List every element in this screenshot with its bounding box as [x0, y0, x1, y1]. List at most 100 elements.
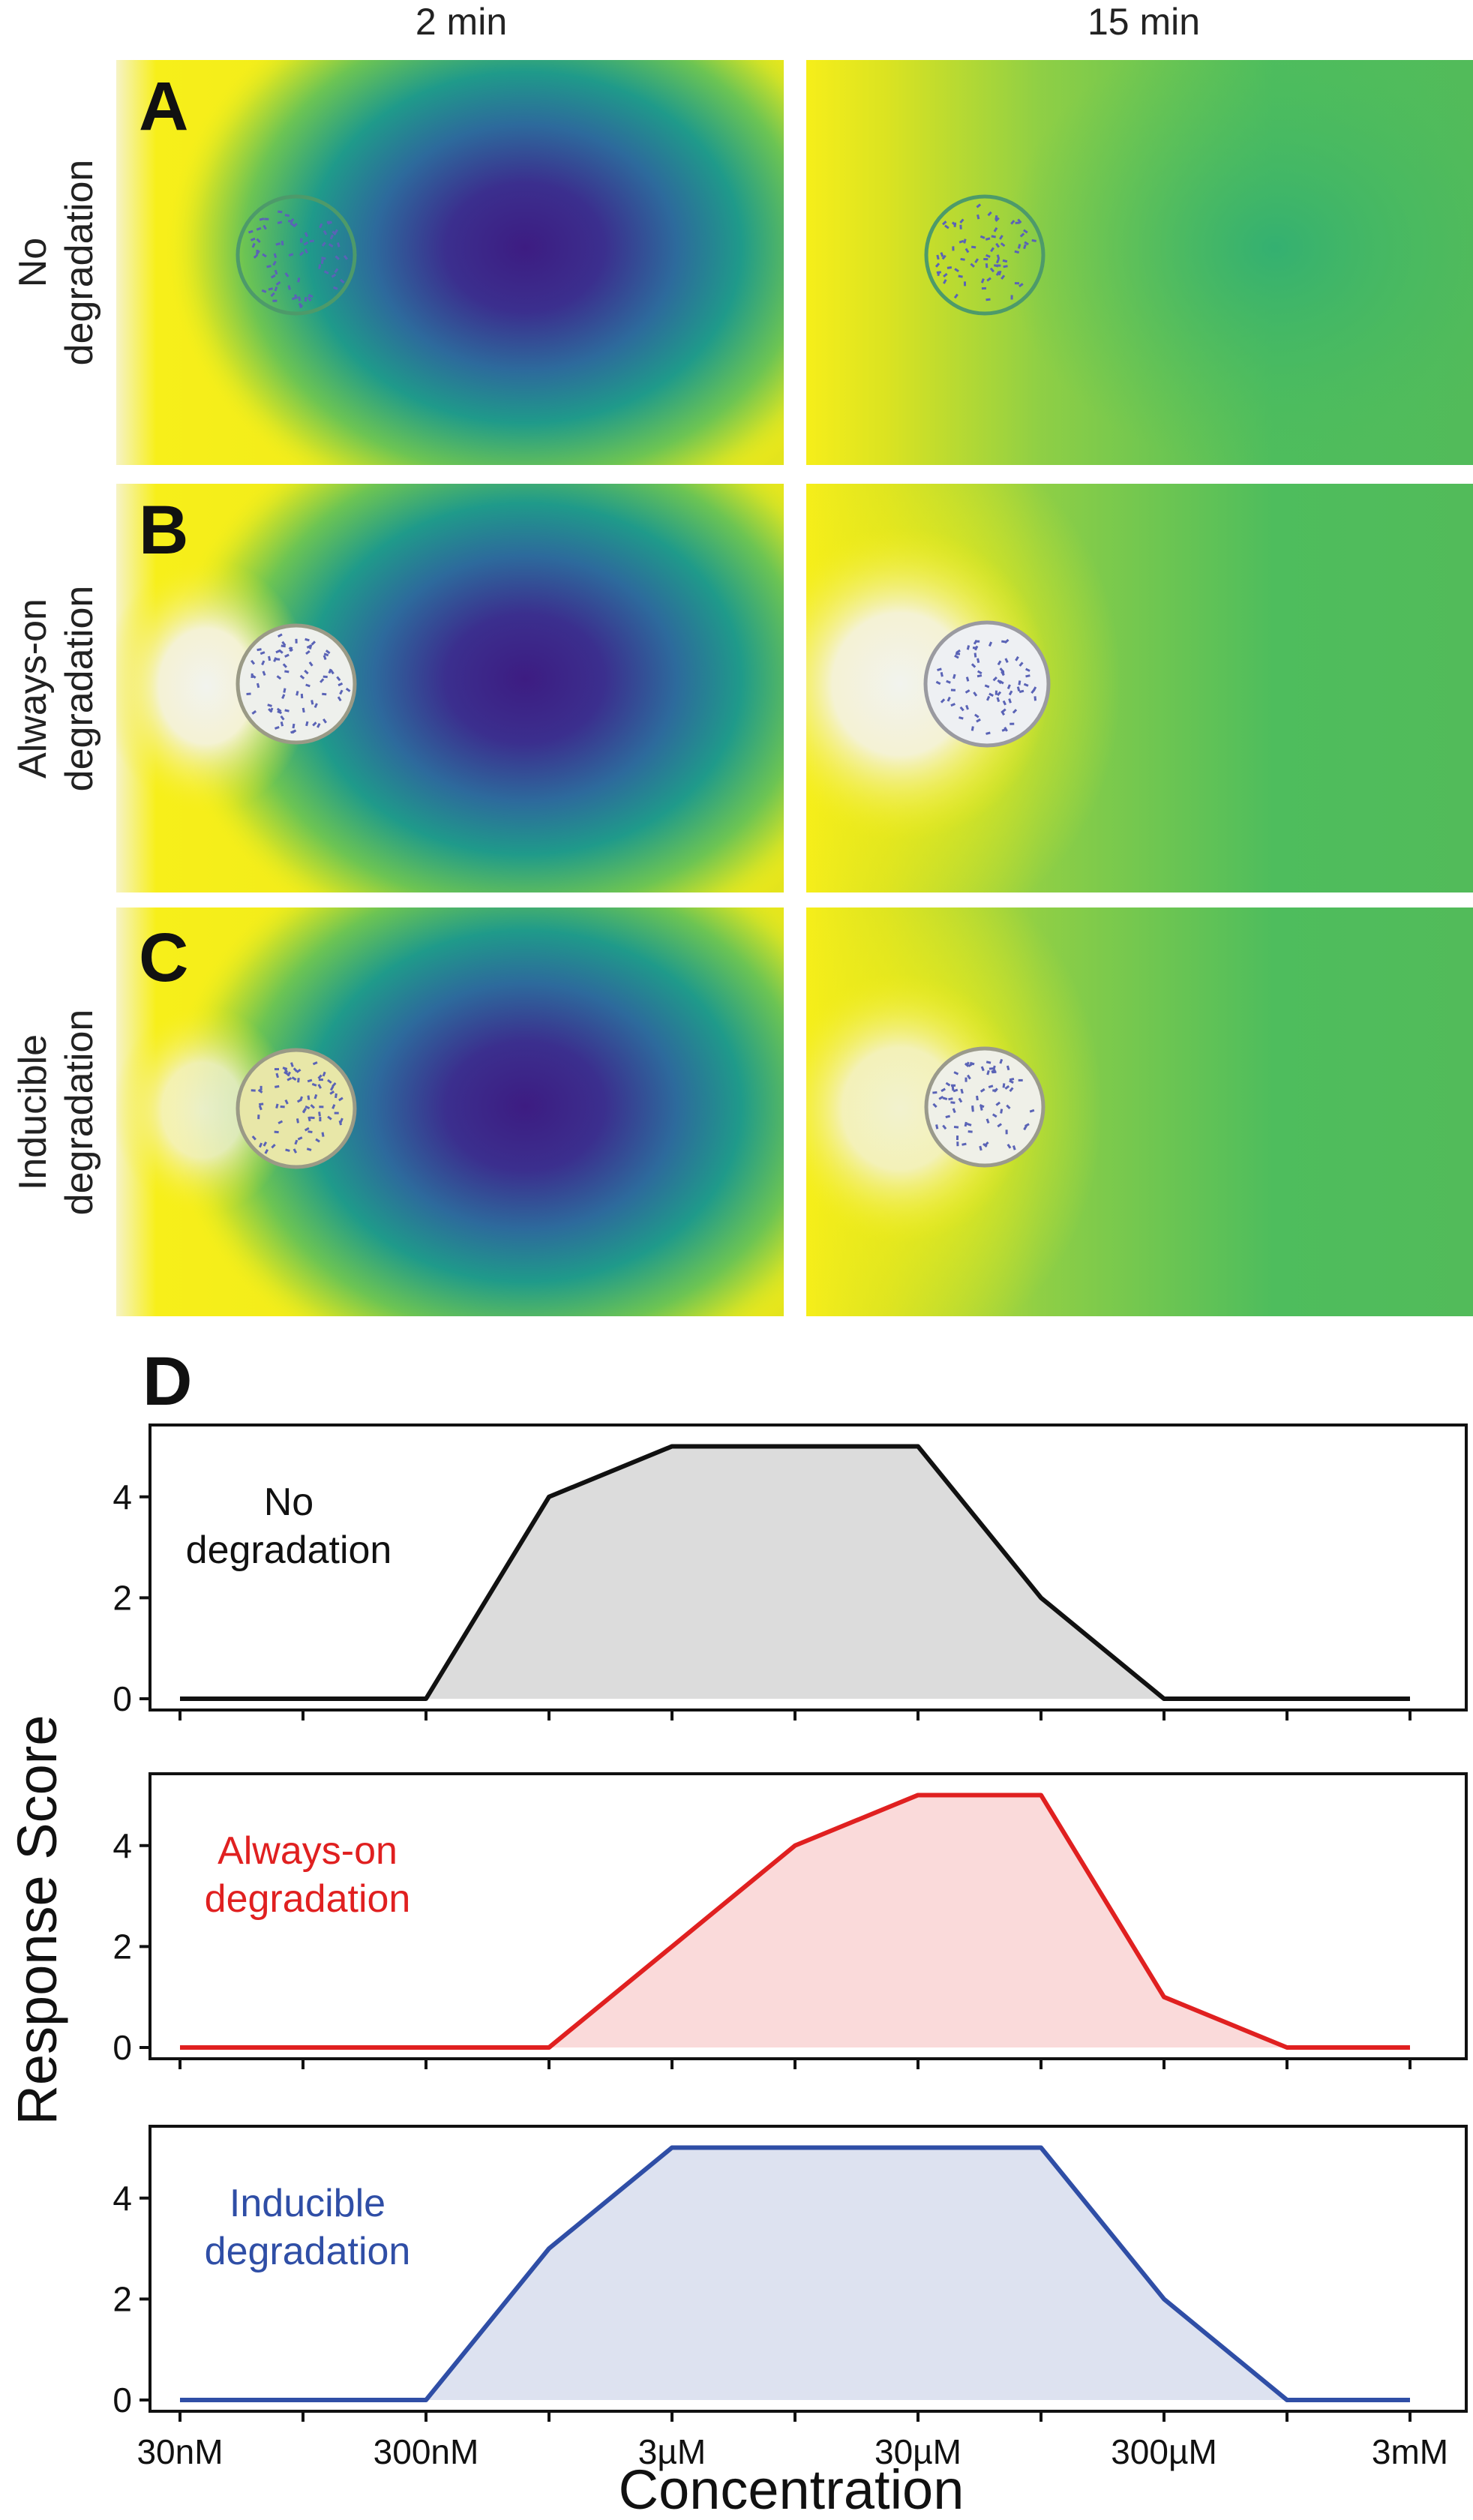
bacterium-dot — [953, 1071, 959, 1076]
bacterium-dot — [968, 1130, 973, 1133]
bacterium-dot — [276, 707, 282, 712]
bacterium-dot — [960, 257, 965, 261]
bacterium-dot — [264, 1149, 269, 1154]
bacterium-dot — [958, 274, 963, 278]
bacterium-dot — [278, 1120, 284, 1125]
bacterium-dot — [964, 689, 970, 694]
bacterium-dot — [1031, 238, 1036, 242]
bacterium-dot — [250, 1089, 256, 1092]
bacterium-dot — [944, 224, 950, 230]
series-label-0-1: degradation — [186, 1528, 392, 1572]
bacterium-dot — [946, 266, 952, 269]
bacterium-dot — [281, 640, 286, 646]
bacterium-dot — [986, 1060, 992, 1064]
bacterium-dot — [274, 286, 278, 292]
bacterium-dot — [952, 246, 955, 251]
bacterium-dot — [246, 692, 251, 695]
bacterium-dot — [274, 1130, 279, 1134]
bacterium-dot — [966, 1123, 972, 1126]
panel-letter-c: C — [139, 920, 189, 996]
bacterium-dot — [937, 271, 940, 277]
bacterium-dot — [1010, 722, 1015, 725]
bacterium-dot — [281, 694, 286, 699]
bacterium-dot — [314, 703, 318, 709]
bacterium-dot — [319, 1117, 322, 1122]
bacterium-dot — [283, 688, 286, 693]
bacterium-dot — [1019, 232, 1025, 238]
bacterium-dot — [934, 262, 940, 268]
bacterium-dot — [300, 238, 303, 243]
bacterium-dot — [951, 1086, 955, 1091]
bacterium-dot — [979, 1145, 982, 1151]
bacterium-dot — [932, 1102, 938, 1108]
bacterium-dot — [338, 1096, 344, 1102]
bacterium-dot — [282, 663, 288, 668]
bacterium-dot — [296, 1068, 302, 1073]
bacterium-dot — [932, 1091, 938, 1094]
bacterium-dot — [253, 254, 259, 259]
bacterium-dot — [943, 272, 948, 278]
bacterium-dot — [325, 650, 331, 655]
bacterium-dot — [1000, 274, 1006, 280]
bacterium-dot — [950, 688, 956, 692]
bacterium-dot — [970, 663, 976, 668]
bacterium-dot — [963, 281, 967, 286]
bacterium-dot — [963, 238, 967, 244]
bacterium-dot — [284, 214, 290, 218]
bacterium-dot — [997, 660, 1002, 666]
bacterium-dot — [988, 1067, 994, 1070]
bacterium-dot — [955, 652, 961, 656]
bacterium-dot — [268, 656, 272, 662]
area-fill-1 — [180, 1795, 1410, 2048]
bacterium-dot — [941, 254, 946, 260]
bacterium-dot — [1000, 1108, 1004, 1114]
bacterium-dot — [334, 268, 339, 274]
bacterium-dot — [985, 237, 991, 241]
bacterium-dot — [950, 1084, 956, 1087]
bacterium-dot — [274, 1068, 279, 1071]
bacterium-dot — [308, 644, 313, 650]
bacterium-dot — [991, 235, 996, 238]
bacterium-dot — [1018, 662, 1024, 667]
bacterium-dot — [993, 264, 999, 268]
bacterium-dot — [965, 704, 969, 710]
series-label-0-0: No — [264, 1480, 314, 1524]
bacterium-dot — [970, 262, 975, 268]
bacterium-dot — [284, 1099, 289, 1105]
bacterium-dot — [960, 1088, 964, 1094]
bacterium-dot — [976, 674, 982, 678]
bacterium-dot — [339, 689, 344, 695]
bacterium-dot — [986, 1118, 990, 1124]
bacterium-dot — [271, 1144, 276, 1149]
bacterium-dot — [946, 680, 951, 684]
bacterium-dot — [251, 1136, 256, 1141]
bacterium-dot — [304, 248, 308, 254]
bacterium-dot — [998, 270, 1002, 276]
bacterium-dot — [323, 270, 329, 274]
bacterium-dot — [986, 731, 991, 735]
bacterium-dot — [284, 709, 290, 712]
bacterium-dot — [1029, 1108, 1035, 1113]
bacterium-dot — [274, 1084, 280, 1088]
bacterium-dot — [1010, 295, 1013, 300]
bacterium-dot — [262, 1142, 268, 1147]
chart-frame-1 — [148, 1772, 1468, 2060]
bacterium-dot — [293, 294, 298, 299]
bacterium-dot — [285, 1148, 290, 1152]
bacterium-dot — [958, 239, 964, 244]
bacterium-dot — [990, 247, 994, 253]
bacterium-dot — [332, 1082, 337, 1088]
bacterium-dot — [956, 1142, 959, 1147]
bacterium-dot — [964, 248, 970, 254]
bacterium-dot — [322, 718, 327, 724]
panel-b-2min — [116, 484, 784, 892]
bacterium-dot — [270, 274, 276, 279]
bacterium-dot — [329, 1090, 335, 1095]
bacterium-dot — [334, 229, 338, 235]
bacterium-dot — [974, 258, 980, 263]
bacterium-dot — [302, 1108, 307, 1114]
bacterium-dot — [251, 242, 256, 248]
bacterium-dot — [273, 253, 278, 259]
bacterium-dot — [951, 221, 957, 226]
bacterium-dot — [250, 674, 256, 679]
